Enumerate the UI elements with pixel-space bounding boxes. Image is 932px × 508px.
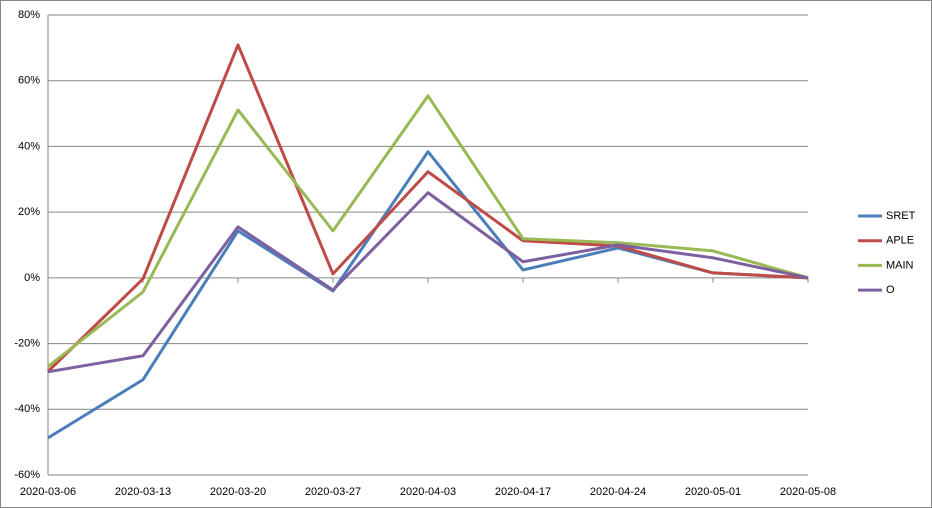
x-tick-label: 2020-03-20 — [210, 486, 266, 498]
series-line — [47, 191, 809, 374]
y-tick-label: -20% — [14, 337, 40, 349]
x-tick-label: 2020-03-27 — [305, 486, 361, 498]
legend-label: MAIN — [886, 259, 914, 271]
y-tick-label: 40% — [18, 140, 40, 152]
legend-label: O — [886, 284, 895, 296]
y-tick-label: 60% — [18, 75, 40, 87]
x-tick-label: 2020-03-13 — [115, 486, 171, 498]
y-tick-label: -60% — [14, 469, 40, 481]
y-tick-label: 20% — [18, 206, 40, 218]
y-tick-label: -40% — [14, 403, 40, 415]
series-line — [46, 43, 809, 373]
x-tick-label: 2020-03-06 — [20, 486, 76, 498]
x-tick-label: 2020-04-24 — [590, 486, 646, 498]
series-line — [47, 94, 809, 368]
x-tick-label: 2020-04-03 — [400, 486, 456, 498]
y-tick-label: 80% — [18, 9, 40, 21]
x-tick-label: 2020-05-01 — [685, 486, 741, 498]
y-tick-label: 0% — [24, 272, 40, 284]
x-tick-label: 2020-04-17 — [495, 486, 551, 498]
legend-label: APLE — [886, 235, 914, 247]
x-tick-label: 2020-05-08 — [780, 486, 836, 498]
legend-label: SRET — [886, 210, 916, 222]
